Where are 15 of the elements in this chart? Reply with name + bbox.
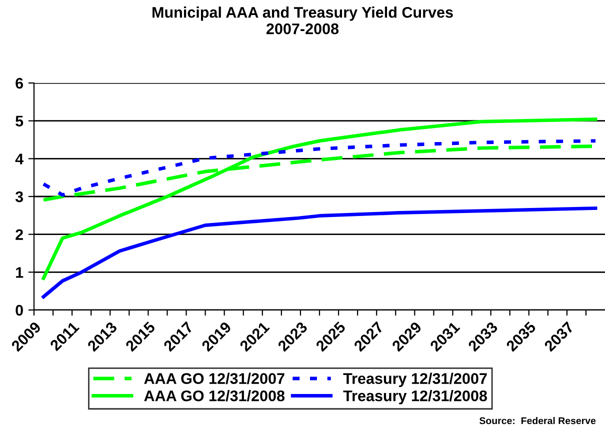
- y-tick-label: 2: [16, 229, 23, 240]
- legend-label: AAA GO 12/31/2008: [144, 390, 285, 402]
- y-tick-label: 0: [16, 304, 23, 316]
- y-tick-label: 1: [16, 267, 24, 278]
- source-note: Source: Federal Reserve: [479, 417, 596, 424]
- y-tick-label: 5: [16, 116, 24, 127]
- chart-title: Municipal AAA and Treasury Yield Curves 2007-2008: [152, 6, 453, 34]
- y-tick-label: 4: [15, 154, 24, 164]
- y-tick-label: 3: [15, 191, 24, 202]
- line-series: [42, 118, 598, 280]
- legend-label: Treasury 12/31/2007: [343, 372, 487, 387]
- line-series: [42, 206, 598, 298]
- y-tick-label: 6: [16, 78, 24, 89]
- legend-label: AAA GO 12/31/2007: [144, 372, 284, 384]
- legend-label: Treasury 12/31/2008: [343, 390, 487, 404]
